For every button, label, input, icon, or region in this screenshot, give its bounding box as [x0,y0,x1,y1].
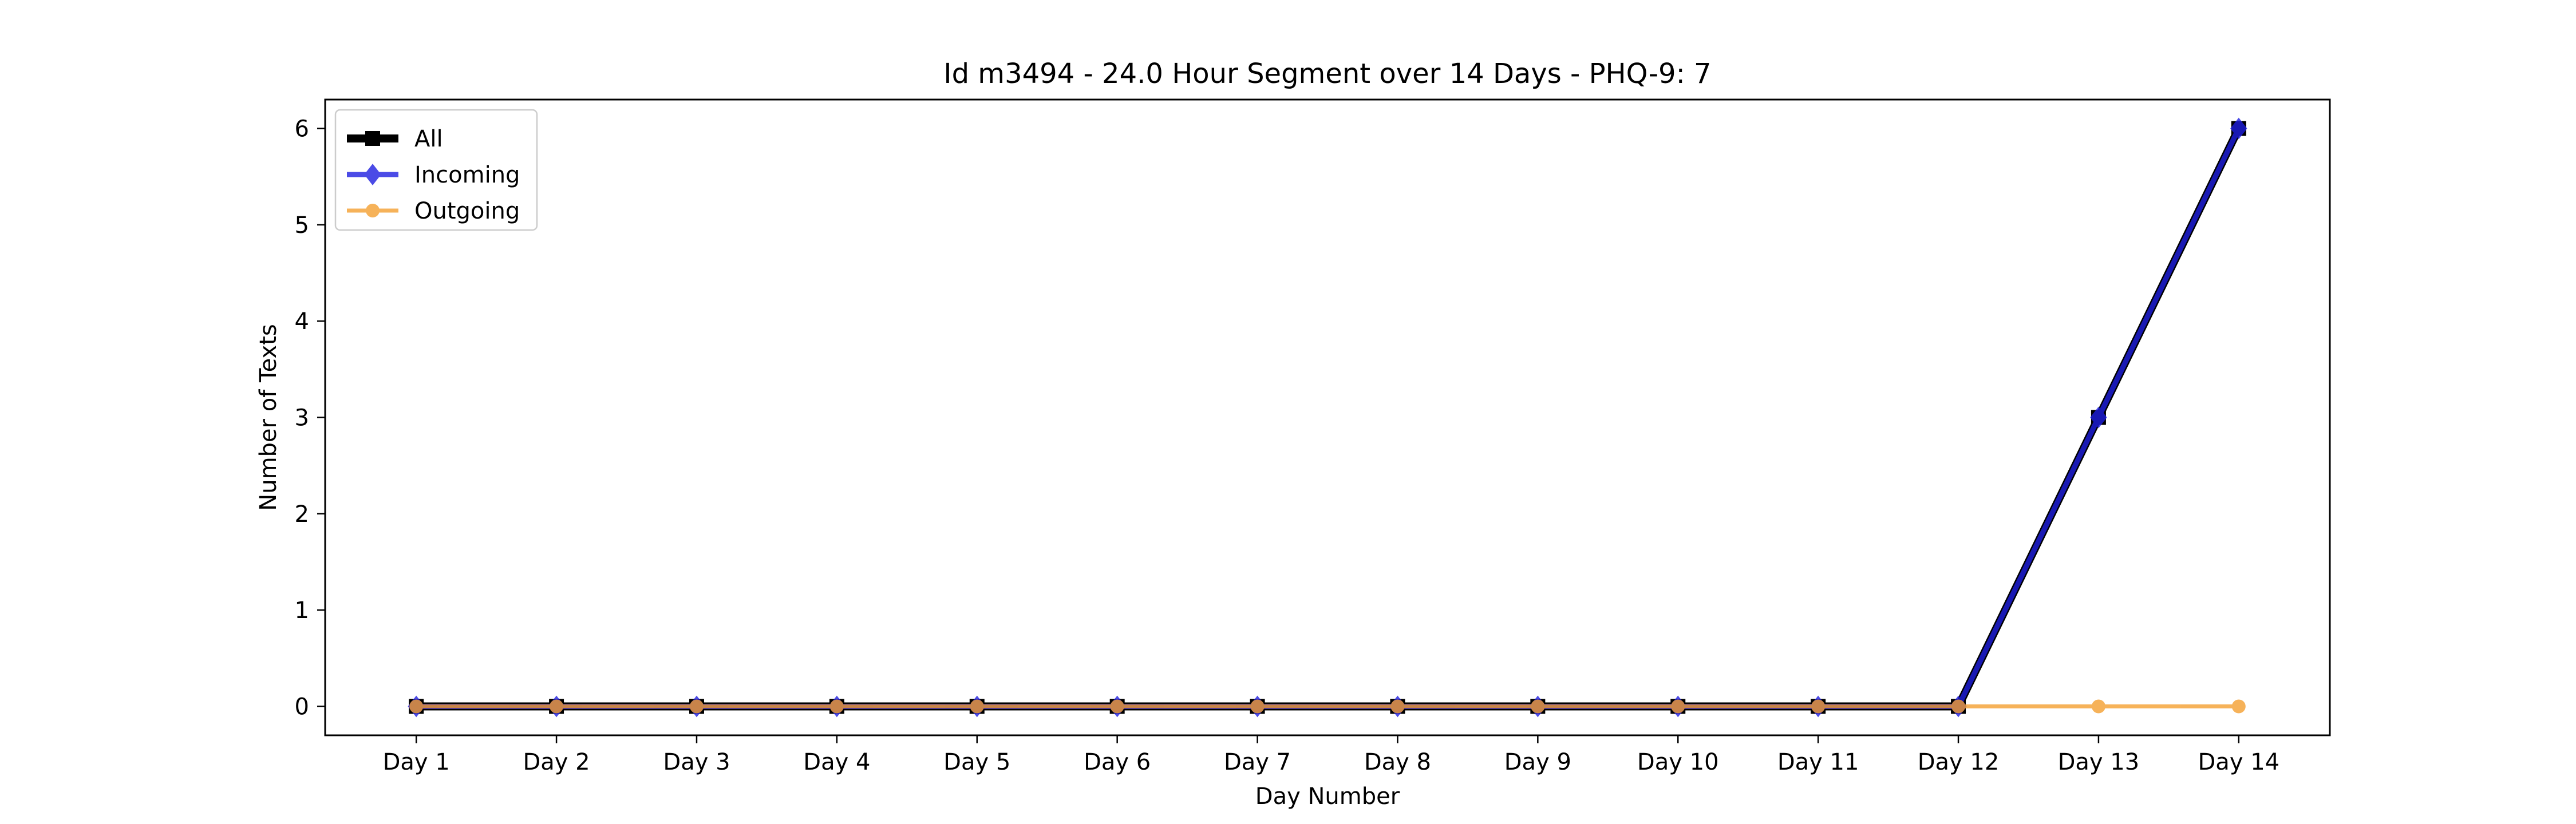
legend-marker [364,164,381,185]
data-point-outgoing [829,699,844,714]
x-axis-label: Day Number [1255,783,1400,810]
data-point-outgoing [1390,699,1405,714]
y-tick-label: 6 [295,116,309,142]
legend-marker [365,131,380,146]
x-tick-label: Day 10 [1637,749,1719,775]
series-line-all [416,126,2243,711]
series-incoming [408,117,2247,718]
legend-label-incoming: Incoming [414,162,520,188]
chart-title: Id m3494 - 24.0 Hour Segment over 14 Day… [943,58,1711,90]
x-axis: Day 1 Day 2 Day 3 Day 4 Day 5 Day 6 Day 7 Day 8… [383,735,2280,775]
legend-item-outgoing [347,204,398,217]
x-tick-label: Day 2 [523,749,590,775]
data-point-outgoing [1250,699,1265,714]
x-tick-label: Day 14 [2198,749,2280,775]
x-tick-label: Day 4 [803,749,870,775]
data-point-outgoing [2231,699,2246,714]
data-point-outgoing [689,699,704,714]
data-point-outgoing [1110,699,1124,714]
legend-label-outgoing: Outgoing [414,198,520,224]
x-tick-label: Day 12 [1918,749,2000,775]
x-tick-label: Day 11 [1777,749,1859,775]
y-axis: 0 1 2 3 4 5 6 [295,116,325,720]
data-point-outgoing [2091,699,2105,714]
x-tick-label: Day 1 [383,749,450,775]
plot-frame [324,98,2331,736]
x-tick-label: Day 7 [1224,749,1291,775]
y-tick-label: 5 [295,212,309,239]
legend-item-incoming [347,164,398,185]
plot-area [408,117,2247,718]
x-tick-label: Day 13 [2058,749,2140,775]
y-tick-label: 1 [295,597,309,624]
data-point-outgoing [1671,699,1685,714]
data-point-outgoing [1811,699,1826,714]
data-point-outgoing [409,699,424,714]
data-point-outgoing [970,699,984,714]
series-outgoing [409,699,2246,714]
y-tick-label: 4 [295,308,309,335]
data-point-outgoing [1531,699,1545,714]
x-tick-label: Day 3 [663,749,730,775]
legend-marker [366,204,380,217]
series-line-incoming [416,127,2241,709]
legend-label-all: All [414,126,443,152]
data-point-incoming [2090,406,2107,429]
x-tick-label: Day 9 [1504,749,1571,775]
x-tick-label: Day 6 [1084,749,1151,775]
y-tick-label: 0 [295,694,309,720]
x-tick-label: Day 5 [943,749,1010,775]
y-tick-label: 3 [295,405,309,431]
y-tick-label: 2 [295,501,309,528]
data-point-outgoing [550,699,564,714]
data-point-incoming [2230,117,2247,140]
legend: All Incoming Outgoing [334,109,538,231]
data-point-outgoing [1951,699,1966,714]
x-tick-label: Day 8 [1364,749,1431,775]
legend-item-all [347,131,398,146]
series-all [409,121,2246,714]
y-axis-label: Number of Texts [255,324,282,510]
